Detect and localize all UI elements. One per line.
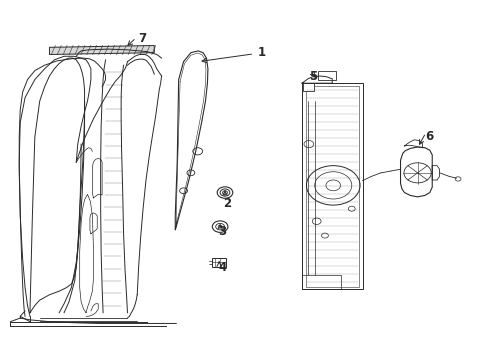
Bar xyxy=(317,71,335,80)
Bar xyxy=(303,83,313,91)
Text: 3: 3 xyxy=(218,225,226,238)
Polygon shape xyxy=(400,147,431,197)
Text: 5: 5 xyxy=(308,69,316,82)
Text: 6: 6 xyxy=(425,130,433,144)
FancyBboxPatch shape xyxy=(211,258,226,267)
Text: 2: 2 xyxy=(223,197,231,210)
Circle shape xyxy=(212,221,227,232)
Text: 7: 7 xyxy=(138,32,146,45)
Circle shape xyxy=(217,187,232,198)
Text: 1: 1 xyxy=(257,46,265,59)
Text: 4: 4 xyxy=(218,261,226,274)
Polygon shape xyxy=(49,45,154,54)
